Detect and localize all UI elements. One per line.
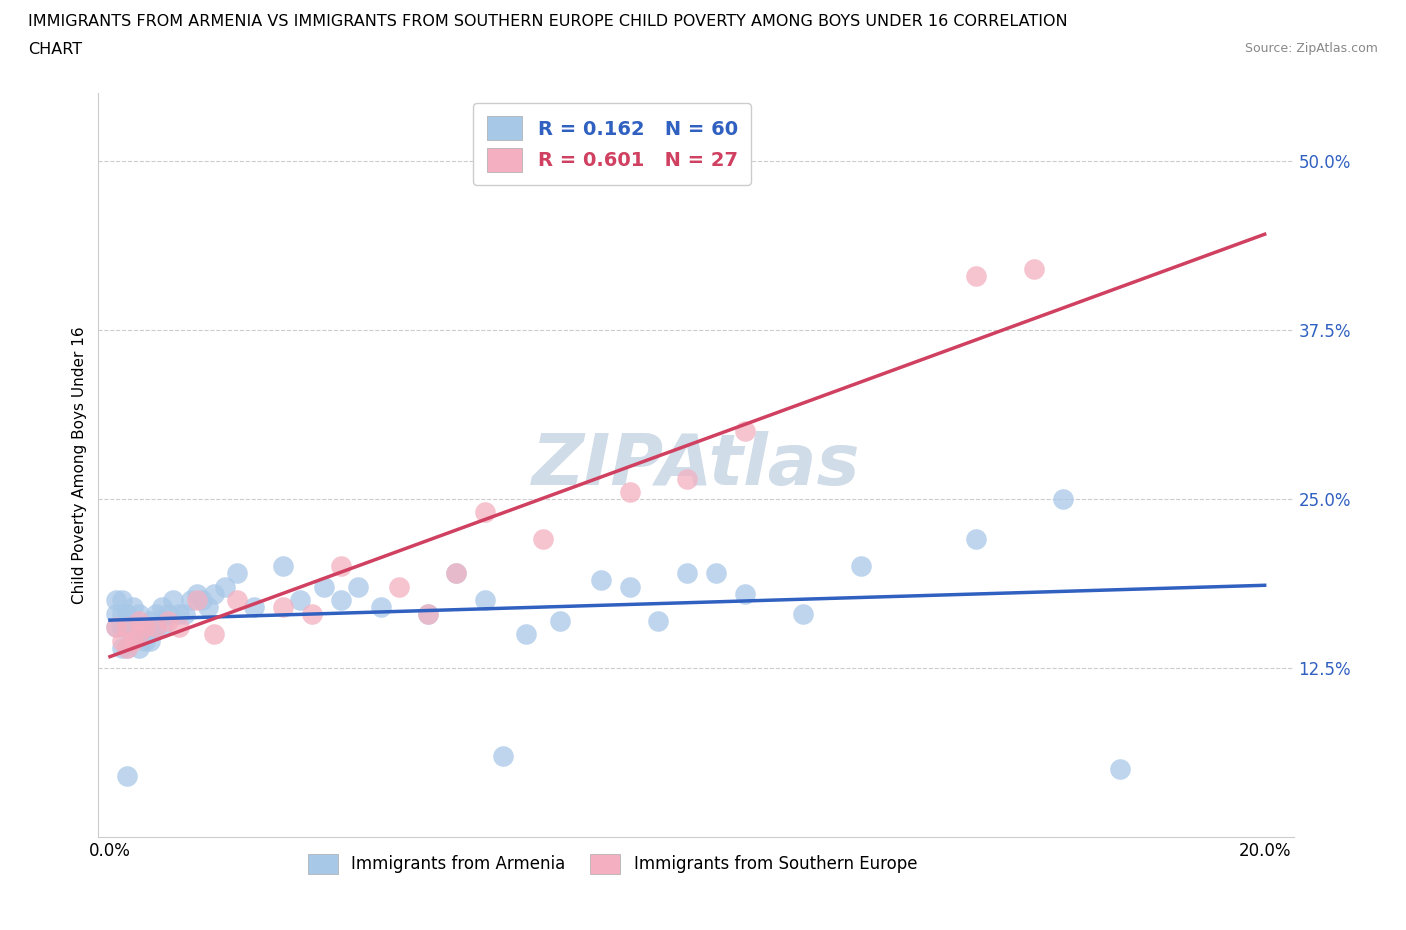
Point [329, 592, 352, 607]
Point [110, 620, 132, 635]
Legend: Immigrants from Armenia, Immigrants from Southern Europe: Immigrants from Armenia, Immigrants from… [301, 847, 924, 881]
Point [965, 532, 987, 547]
Point [174, 606, 197, 621]
Point [145, 620, 167, 635]
Point [128, 606, 150, 621]
Text: Source: ZipAtlas.com: Source: ZipAtlas.com [1244, 42, 1378, 55]
Point [110, 633, 132, 648]
Point [117, 606, 139, 621]
Point [792, 606, 814, 621]
Point [214, 579, 236, 594]
Point [139, 613, 162, 628]
Point [515, 627, 537, 642]
Point [202, 627, 225, 642]
Point [122, 633, 145, 648]
Point [150, 620, 173, 635]
Point [139, 633, 162, 648]
Text: CHART: CHART [28, 42, 82, 57]
Point [134, 620, 156, 635]
Point [134, 633, 156, 648]
Point [145, 606, 167, 621]
Point [150, 600, 173, 615]
Point [446, 565, 468, 580]
Point [491, 749, 513, 764]
Point [388, 579, 411, 594]
Point [676, 565, 699, 580]
Point [134, 620, 156, 635]
Point [290, 592, 312, 607]
Point [416, 606, 439, 621]
Point [1109, 762, 1132, 777]
Point [531, 532, 554, 547]
Point [446, 565, 468, 580]
Point [145, 620, 167, 635]
Point [117, 620, 139, 635]
Point [271, 600, 294, 615]
Point [226, 565, 249, 580]
Point [301, 606, 323, 621]
Point [647, 613, 669, 628]
Point [271, 559, 294, 574]
Point [128, 620, 150, 635]
Point [180, 592, 202, 607]
Point [117, 640, 139, 655]
Text: ZIPAtlas: ZIPAtlas [531, 431, 860, 499]
Point [550, 613, 572, 628]
Point [226, 592, 249, 607]
Point [104, 620, 127, 635]
Text: IMMIGRANTS FROM ARMENIA VS IMMIGRANTS FROM SOUTHERN EUROPE CHILD POVERTY AMONG B: IMMIGRANTS FROM ARMENIA VS IMMIGRANTS FR… [28, 14, 1067, 29]
Point [849, 559, 872, 574]
Point [416, 606, 439, 621]
Point [370, 600, 392, 615]
Point [191, 592, 214, 607]
Y-axis label: Child Poverty Among Boys Under 16: Child Poverty Among Boys Under 16 [72, 326, 87, 604]
Point [104, 606, 127, 621]
Point [474, 505, 496, 520]
Point [676, 472, 699, 486]
Point [186, 592, 208, 607]
Point [117, 640, 139, 655]
Point [128, 640, 150, 655]
Point [110, 640, 132, 655]
Point [117, 769, 139, 784]
Point [167, 606, 190, 621]
Point [122, 613, 145, 628]
Point [474, 592, 496, 607]
Point [162, 592, 184, 607]
Point [243, 600, 266, 615]
Point [104, 620, 127, 635]
Point [704, 565, 727, 580]
Point [734, 586, 756, 601]
Point [347, 579, 370, 594]
Point [128, 627, 150, 642]
Point [156, 613, 179, 628]
Point [122, 600, 145, 615]
Point [312, 579, 335, 594]
Point [167, 620, 190, 635]
Point [156, 606, 179, 621]
Point [122, 627, 145, 642]
Point [619, 485, 641, 499]
Point [104, 592, 127, 607]
Point [186, 586, 208, 601]
Point [619, 579, 641, 594]
Point [110, 606, 132, 621]
Point [197, 600, 219, 615]
Point [734, 424, 756, 439]
Point [589, 573, 612, 588]
Point [128, 613, 150, 628]
Point [1052, 491, 1074, 506]
Point [965, 268, 987, 283]
Point [1022, 261, 1045, 276]
Point [329, 559, 352, 574]
Point [202, 586, 225, 601]
Point [110, 592, 132, 607]
Point [117, 620, 139, 635]
